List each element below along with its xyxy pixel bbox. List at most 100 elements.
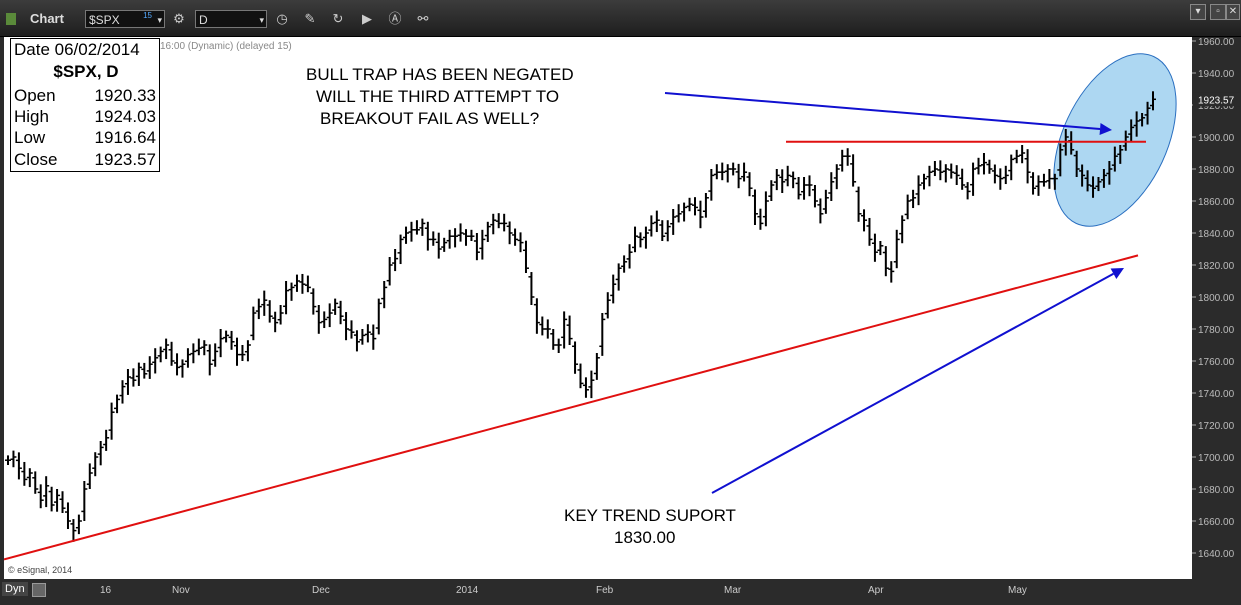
minimize-icon[interactable]: ▾ bbox=[1190, 4, 1206, 20]
interval-select[interactable]: D ▾ bbox=[195, 10, 267, 28]
price-bar bbox=[326, 303, 333, 328]
price-bar bbox=[528, 272, 535, 305]
price-bar bbox=[1122, 130, 1129, 151]
pencil-icon[interactable]: ✎ bbox=[304, 11, 316, 26]
x-tick-label: Dec bbox=[312, 585, 330, 596]
price-bar bbox=[811, 185, 818, 208]
time-axis[interactable] bbox=[0, 579, 1241, 605]
close-icon[interactable]: ✕ bbox=[1226, 4, 1240, 20]
price-bar bbox=[419, 218, 426, 236]
price-bar bbox=[315, 305, 322, 334]
refresh-icon[interactable]: ↻ bbox=[332, 11, 344, 26]
play-icon[interactable]: ▶ bbox=[362, 11, 372, 26]
chart-area[interactable]: 1960.00 1940.00 1920.00 1900.00 1880.00 1860.… bbox=[4, 37, 1240, 579]
price-bar bbox=[174, 353, 181, 376]
last-price-label: 1923.57 bbox=[1198, 95, 1235, 106]
price-bar bbox=[239, 345, 246, 361]
trend-support-arrow bbox=[711, 268, 1124, 494]
price-bar bbox=[473, 233, 480, 261]
link-icon[interactable]: ⚯ bbox=[417, 11, 429, 26]
close-value: 1923.57 bbox=[94, 150, 156, 169]
price-bar bbox=[288, 282, 295, 301]
price-bar bbox=[32, 471, 39, 494]
price-bar bbox=[195, 338, 202, 356]
price-bar bbox=[926, 165, 933, 187]
price-bar bbox=[1024, 149, 1031, 184]
price-bar bbox=[479, 229, 486, 260]
price-bar bbox=[702, 193, 709, 218]
interval-value: D bbox=[199, 13, 208, 27]
price-bar bbox=[735, 163, 742, 189]
settings-gear-icon[interactable]: ⚙ bbox=[173, 11, 185, 26]
price-bar bbox=[293, 274, 300, 292]
price-bar bbox=[190, 343, 197, 364]
price-bar bbox=[833, 164, 840, 190]
y-tick-label: 1720.00 bbox=[1198, 421, 1235, 432]
price-bar bbox=[1019, 145, 1026, 164]
price-bar bbox=[681, 202, 688, 222]
open-label: Open bbox=[14, 86, 56, 105]
price-bar bbox=[582, 377, 589, 398]
price-bar bbox=[152, 348, 159, 374]
price-bar bbox=[501, 213, 508, 232]
price-bar bbox=[217, 329, 224, 358]
price-bar bbox=[457, 223, 464, 242]
chevron-down-icon[interactable]: ▾ bbox=[157, 15, 162, 25]
clock-icon[interactable]: ◷ bbox=[276, 11, 288, 26]
price-bar bbox=[588, 370, 595, 399]
y-tick-label: 1780.00 bbox=[1198, 325, 1235, 336]
price-bar bbox=[855, 186, 862, 222]
price-bar bbox=[964, 182, 971, 200]
price-bar bbox=[544, 319, 551, 339]
price-bar bbox=[593, 353, 600, 380]
y-tick-label: 1740.00 bbox=[1198, 389, 1235, 400]
price-bar bbox=[795, 177, 802, 200]
price-axis-panel bbox=[1192, 37, 1240, 579]
price-bar bbox=[228, 330, 235, 350]
price-bar bbox=[730, 162, 737, 176]
price-bar bbox=[413, 220, 420, 235]
chevron-down-icon[interactable]: ▾ bbox=[259, 15, 264, 25]
price-bar bbox=[784, 165, 791, 187]
x-tick-label: 2014 bbox=[456, 585, 479, 596]
price-bar bbox=[937, 160, 944, 181]
dyn-button[interactable]: Dyn bbox=[2, 582, 28, 596]
bull-trap-note-line-1: BULL TRAP HAS BEEN NEGATED bbox=[306, 65, 574, 84]
price-bar bbox=[757, 208, 764, 230]
price-bar bbox=[299, 273, 306, 294]
x-tick-label: Apr bbox=[868, 585, 884, 596]
price-bar bbox=[828, 172, 835, 201]
alert-icon[interactable]: Ⓐ bbox=[388, 11, 402, 26]
price-bar bbox=[1079, 164, 1086, 187]
price-bar bbox=[54, 489, 61, 512]
price-bar bbox=[1008, 154, 1015, 181]
x-tick-label: Feb bbox=[596, 585, 614, 596]
price-bar bbox=[648, 215, 655, 237]
price-bar bbox=[114, 394, 121, 414]
price-bar bbox=[893, 229, 900, 269]
price-bar bbox=[599, 313, 606, 356]
price-bar bbox=[277, 305, 284, 325]
price-bar bbox=[168, 341, 175, 366]
maximize-icon[interactable]: ▫ bbox=[1210, 4, 1226, 20]
y-tick-label: 1960.00 bbox=[1198, 37, 1235, 48]
price-bar bbox=[255, 298, 262, 320]
price-bar bbox=[5, 455, 11, 465]
price-bar bbox=[506, 221, 513, 245]
price-bar bbox=[304, 275, 311, 293]
price-chart[interactable]: 1960.00 1940.00 1920.00 1900.00 1880.00 1860.… bbox=[4, 37, 1240, 579]
price-bar bbox=[806, 175, 813, 197]
price-bar bbox=[1040, 173, 1047, 187]
trend-support-note-line-2: 1830.00 bbox=[614, 528, 676, 547]
price-bar bbox=[1002, 165, 1009, 185]
price-bar bbox=[675, 204, 682, 223]
price-bar bbox=[124, 369, 131, 395]
close-label: Close bbox=[14, 150, 58, 169]
price-bar bbox=[201, 340, 208, 356]
symbol-input[interactable]: $SPX 15 ▾ bbox=[85, 10, 165, 28]
trend-support-arrow-shaft bbox=[711, 272, 1114, 494]
price-bar bbox=[364, 324, 371, 343]
scale-toggle-icon[interactable] bbox=[32, 583, 46, 597]
price-bar bbox=[942, 164, 949, 183]
price-bar bbox=[921, 173, 927, 190]
